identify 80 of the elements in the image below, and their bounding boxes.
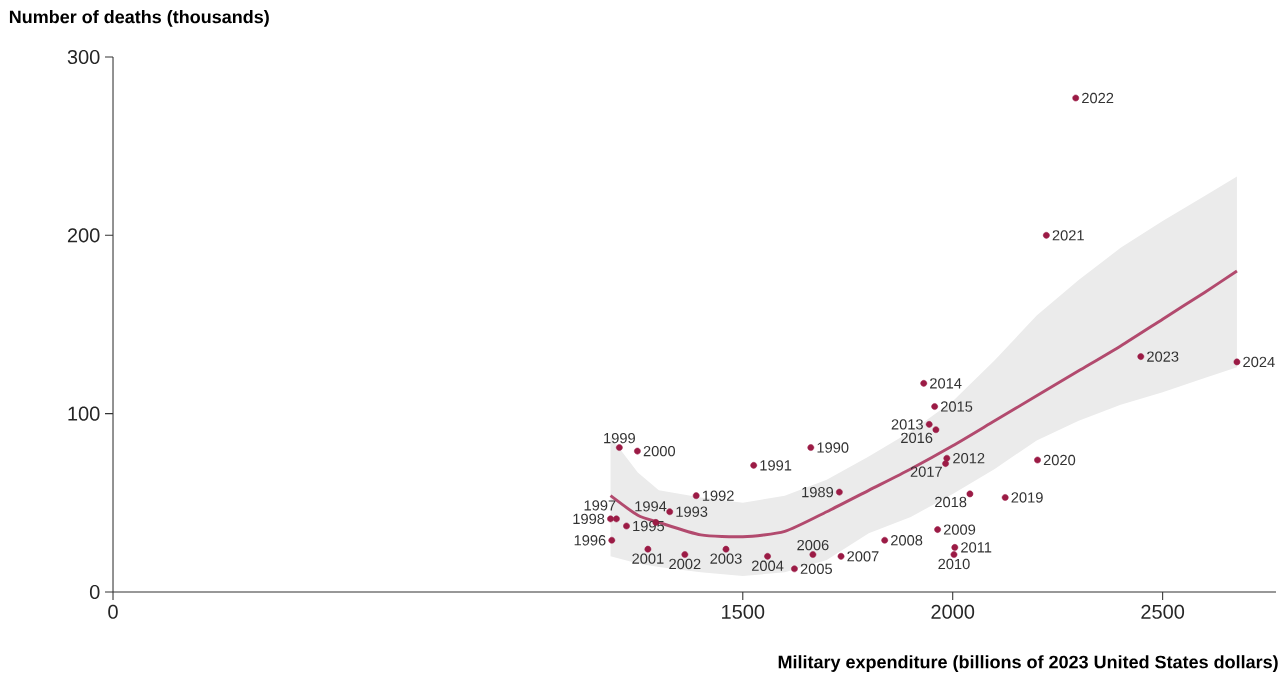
annotation: 2017 bbox=[910, 466, 942, 477]
point bbox=[950, 551, 958, 558]
point bbox=[1233, 358, 1241, 366]
point bbox=[1034, 456, 1041, 464]
point bbox=[837, 552, 845, 560]
annotation: 2024 bbox=[1243, 356, 1275, 368]
annotation: 1994 bbox=[635, 501, 667, 512]
annotation: 2012 bbox=[953, 453, 985, 464]
y-tick-label: 0 bbox=[89, 584, 100, 600]
annotation: 1991 bbox=[760, 460, 792, 471]
point bbox=[1072, 94, 1080, 102]
point bbox=[1001, 494, 1009, 501]
annotation: 2000 bbox=[643, 445, 676, 457]
annotation: 2001 bbox=[632, 553, 664, 564]
annotation: 2007 bbox=[847, 551, 879, 562]
y-axis-title: Number of deaths (thousands) bbox=[9, 10, 269, 27]
x-axis-title: Military expenditure (billions of 2023 United States dollars) bbox=[778, 655, 1278, 672]
annotation: 1996 bbox=[574, 535, 606, 546]
annotation: 2016 bbox=[901, 432, 933, 444]
annotation: 2003 bbox=[710, 553, 742, 564]
point bbox=[616, 444, 623, 451]
x-tick-label: 2000 bbox=[931, 604, 975, 619]
annotation: 2006 bbox=[797, 539, 829, 551]
point bbox=[607, 515, 614, 523]
annotation: 2015 bbox=[940, 401, 973, 412]
annotation: 1993 bbox=[676, 506, 708, 517]
annotation: 2022 bbox=[1082, 92, 1114, 104]
point bbox=[951, 544, 959, 551]
annotation: 2004 bbox=[751, 560, 784, 571]
point bbox=[613, 515, 620, 523]
point bbox=[692, 492, 700, 500]
point bbox=[966, 490, 974, 498]
point bbox=[644, 545, 652, 553]
annotation: 1989 bbox=[802, 486, 834, 498]
point bbox=[934, 526, 941, 533]
point bbox=[931, 403, 938, 410]
y-tick-label: 300 bbox=[67, 49, 100, 65]
point bbox=[836, 488, 843, 496]
annotation: 2008 bbox=[891, 535, 923, 546]
point bbox=[722, 545, 730, 553]
point bbox=[764, 552, 771, 560]
annotation: 1998 bbox=[573, 513, 605, 525]
point bbox=[920, 380, 928, 387]
x-tick-label: 1500 bbox=[722, 604, 765, 619]
point bbox=[791, 565, 798, 573]
point bbox=[809, 551, 817, 558]
annotation: 2005 bbox=[800, 563, 833, 574]
annotation: 1999 bbox=[604, 432, 635, 444]
point bbox=[1043, 231, 1050, 239]
annotation: 2014 bbox=[930, 378, 962, 389]
point bbox=[1137, 353, 1145, 360]
x-tick-label: 0 bbox=[108, 604, 118, 619]
y-tick-label: 100 bbox=[68, 406, 100, 421]
x-tick-label: 2500 bbox=[1141, 604, 1185, 619]
point bbox=[666, 508, 674, 516]
annotation: 2020 bbox=[1043, 454, 1076, 466]
point bbox=[608, 536, 616, 544]
point bbox=[925, 421, 933, 428]
annotation: 2013 bbox=[891, 419, 923, 430]
point bbox=[634, 447, 641, 455]
annotation: 1997 bbox=[584, 500, 616, 511]
annotation: 2021 bbox=[1052, 230, 1084, 241]
point bbox=[681, 551, 689, 558]
annotation: 2011 bbox=[961, 542, 992, 553]
annotation: 2010 bbox=[938, 558, 970, 570]
point bbox=[932, 426, 940, 434]
point bbox=[750, 462, 758, 469]
point bbox=[881, 536, 889, 544]
annotation: 1992 bbox=[702, 490, 734, 501]
annotation: 2002 bbox=[669, 558, 701, 570]
annotation: 2018 bbox=[935, 496, 967, 508]
point bbox=[943, 454, 951, 462]
point bbox=[623, 522, 630, 530]
annotation: 2023 bbox=[1147, 351, 1179, 362]
point bbox=[942, 460, 949, 467]
point bbox=[807, 444, 815, 451]
annotation: 1990 bbox=[817, 442, 849, 453]
y-tick-label: 200 bbox=[67, 228, 100, 243]
annotation: 2009 bbox=[943, 524, 976, 535]
annotation: 2019 bbox=[1011, 492, 1043, 503]
